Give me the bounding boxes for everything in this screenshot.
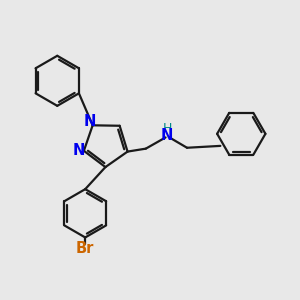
Text: H: H [162, 122, 172, 135]
Text: Br: Br [76, 242, 94, 256]
Text: N: N [161, 128, 173, 143]
Text: N: N [72, 143, 85, 158]
Text: N: N [84, 114, 97, 129]
